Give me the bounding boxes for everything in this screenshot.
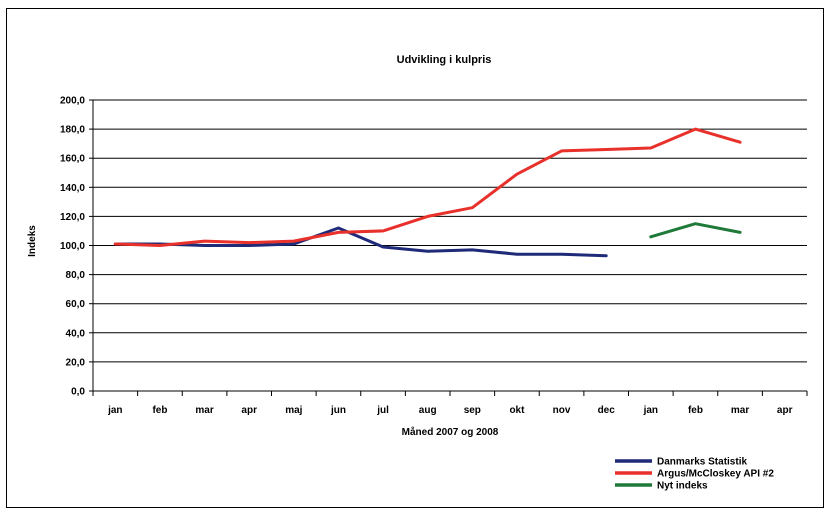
- x-tick-label: apr: [241, 405, 257, 416]
- x-tick-label: jul: [376, 405, 389, 416]
- y-tick-label: 100,0: [60, 241, 85, 252]
- x-tick-label: jan: [643, 405, 658, 416]
- y-tick-label: 140,0: [60, 183, 85, 194]
- y-tick-label: 80,0: [66, 270, 86, 281]
- x-tick-label: mar: [731, 405, 749, 416]
- chart-title: Udvikling i kulpris: [397, 54, 492, 66]
- x-tick-label: feb: [152, 405, 167, 416]
- x-tick-label: sep: [464, 405, 481, 416]
- legend-label: Argus/McCloskey API #2: [657, 469, 774, 480]
- gridlines: [89, 99, 808, 396]
- y-tick-label: 0,0: [71, 387, 85, 398]
- series-lines: [113, 127, 742, 258]
- series-line-danmarks-statistik: [113, 226, 608, 258]
- legend-label: Danmarks Statistik: [657, 457, 747, 468]
- y-tick-labels: 0,0 20,0 40,0 60,0 80,0 100,0 120,0 140,0 160,0 1…: [60, 96, 85, 398]
- x-tick-label: dec: [598, 405, 616, 416]
- y-tick-label: 60,0: [66, 299, 86, 310]
- y-tick-label: 180,0: [60, 125, 85, 136]
- y-tick-label: 120,0: [60, 212, 85, 223]
- x-tick-label: jun: [330, 405, 346, 416]
- series-line-nyt-indeks: [649, 222, 742, 239]
- x-tick-labels: jan feb mar apr maj jun jul aug sep okt nov dec jan f…: [107, 405, 792, 416]
- y-axis-label: Indeks: [27, 225, 38, 257]
- chart-frame: Udvikling i kulpris 0,0 20,0 40,0 60,0 80,0 1…: [6, 8, 824, 508]
- y-tick-label: 160,0: [60, 154, 85, 165]
- y-tick-label: 40,0: [66, 328, 86, 339]
- x-tick-label: feb: [688, 405, 703, 416]
- line-chart: Udvikling i kulpris 0,0 20,0 40,0 60,0 80,0 1…: [27, 54, 808, 492]
- legend-label: Nyt indeks: [657, 481, 708, 492]
- series-line-argus-mccloskey-api-2: [113, 127, 742, 247]
- x-tick-label: okt: [509, 405, 525, 416]
- x-tick-label: maj: [285, 405, 302, 416]
- x-tick-label: apr: [777, 405, 793, 416]
- y-tick-label: 200,0: [60, 96, 85, 107]
- x-axis-label: Måned 2007 og 2008: [402, 426, 499, 438]
- x-tick-label: jan: [107, 405, 122, 416]
- x-tick-label: nov: [553, 405, 571, 416]
- y-tick-label: 20,0: [66, 357, 86, 368]
- x-tick-label: mar: [195, 405, 213, 416]
- x-tick-label: aug: [419, 405, 437, 416]
